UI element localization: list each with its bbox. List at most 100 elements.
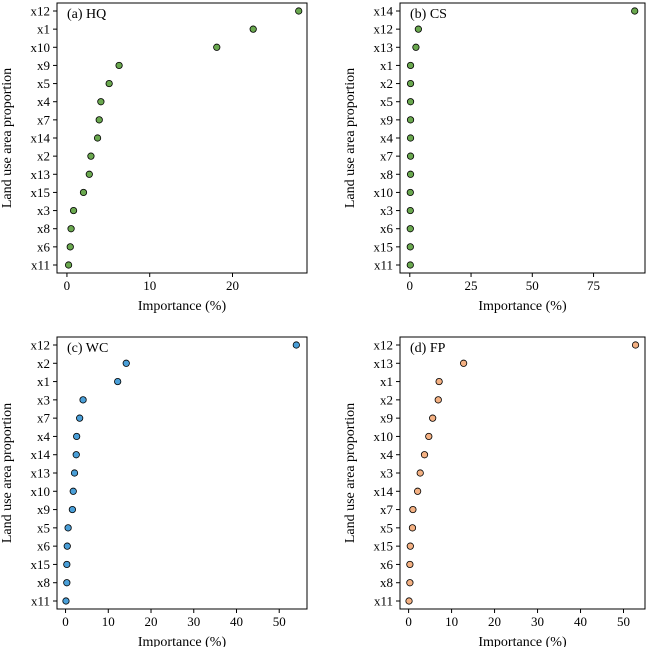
- data-point-x8: [63, 579, 71, 587]
- data-point-x12: [292, 341, 300, 349]
- panel-2: (c) WC x12 x2 x1 x3 x7 x4 x14 x13 x10 x9 x5 x6 x15 x8 x…: [0, 336, 308, 647]
- data-point-x12: [295, 7, 303, 15]
- x-tick-label: 10: [102, 614, 115, 629]
- y-tick-label: x9: [380, 411, 393, 426]
- data-point-x2: [122, 359, 130, 367]
- x-tick-label: 25: [465, 278, 478, 293]
- y-tick-label: x12: [31, 338, 51, 353]
- y-tick-label: x10: [374, 429, 394, 444]
- y-tick-label: x9: [37, 58, 50, 73]
- y-tick-label: x8: [37, 575, 50, 590]
- data-point-x12: [414, 25, 422, 33]
- data-point-x1: [406, 61, 415, 70]
- data-point-x5: [64, 524, 72, 532]
- data-point-x5: [105, 79, 113, 88]
- y-tick-label: x14: [374, 484, 394, 499]
- data-point-x11: [405, 597, 413, 605]
- y-tick-label: x4: [380, 131, 394, 146]
- data-point-x14: [631, 7, 639, 15]
- y-tick-label: x14: [374, 4, 394, 19]
- data-point-x2: [434, 396, 442, 404]
- data-point-x3: [416, 469, 424, 477]
- panel-0: (a) HQ x12 x1 x10 x9 x5 x4 x7 x14 x2 x13 x15 x3 x8 x6 x…: [0, 2, 308, 314]
- x-tick-label: 40: [574, 614, 587, 629]
- x-tick-label: 0: [64, 278, 71, 293]
- y-tick-label: x7: [380, 149, 394, 164]
- x-axis-label: Importance (%): [478, 299, 567, 314]
- y-tick-label: x15: [31, 185, 51, 200]
- data-point-x13: [460, 359, 468, 367]
- data-point-x7: [95, 116, 103, 124]
- y-tick-label: x9: [37, 502, 50, 517]
- y-tick-label: x7: [37, 411, 51, 426]
- y-axis-label: Land use area proportion: [0, 403, 15, 543]
- y-tick-label: x8: [380, 167, 393, 182]
- data-point-x14: [72, 451, 80, 459]
- y-axis-label: Land use area proportion: [343, 68, 358, 208]
- y-tick-label: x7: [37, 112, 51, 127]
- x-axis-label: Importance (%): [138, 635, 227, 647]
- x-tick-label: 40: [230, 614, 243, 629]
- y-tick-label: x1: [37, 22, 50, 37]
- y-tick-label: x3: [37, 203, 50, 218]
- data-point-x4: [406, 134, 415, 142]
- y-tick-label: x5: [37, 76, 50, 91]
- data-point-x11: [62, 597, 70, 605]
- data-point-x9: [429, 414, 437, 422]
- y-tick-label: x4: [380, 447, 394, 462]
- y-tick-label: x1: [380, 374, 393, 389]
- y-tick-label: x6: [380, 557, 394, 572]
- y-tick-label: x3: [380, 203, 393, 218]
- x-tick-label: 30: [531, 614, 544, 629]
- x-tick-label: 10: [445, 614, 458, 629]
- x-tick-label: 0: [405, 614, 412, 629]
- panel-3: (d) FP x12 x13 x1 x2 x9 x10 x4 x3 x14 x7 x5 x15 x6 x8 x…: [343, 336, 646, 647]
- y-tick-label: x5: [380, 520, 393, 535]
- panel-title: (c) WC: [67, 341, 108, 356]
- data-point-x11: [64, 261, 73, 269]
- y-tick-label: x11: [374, 258, 393, 273]
- x-tick-label: 50: [273, 614, 286, 629]
- x-tick-label: 0: [62, 614, 69, 629]
- y-axis-label: Land use area proportion: [0, 68, 15, 208]
- x-tick-label: 30: [187, 614, 200, 629]
- panel-title: (a) HQ: [67, 7, 106, 22]
- x-tick-label: 50: [617, 614, 630, 629]
- data-point-x9: [406, 116, 415, 124]
- y-tick-label: x6: [37, 539, 51, 554]
- y-tick-label: x6: [380, 221, 394, 236]
- data-point-x15: [406, 542, 414, 550]
- y-tick-label: x9: [380, 112, 393, 127]
- y-tick-label: x6: [37, 239, 51, 254]
- data-point-x3: [79, 396, 87, 404]
- panel-1: (b) CS x14 x12 x13 x1 x2 x5 x9 x4 x7 x8 x10 x3 x6 x15 x…: [343, 2, 646, 314]
- y-tick-label: x3: [37, 392, 50, 407]
- x-tick-label: 20: [226, 278, 239, 293]
- y-tick-label: x12: [374, 338, 394, 353]
- y-tick-label: x13: [31, 466, 51, 481]
- data-point-x3: [69, 206, 78, 215]
- data-point-x7: [409, 505, 417, 514]
- panel-title: (b) CS: [410, 7, 447, 22]
- data-point-x10: [213, 43, 221, 51]
- y-tick-label: x15: [374, 539, 394, 554]
- y-tick-label: x4: [37, 429, 51, 444]
- y-tick-label: x1: [37, 374, 50, 389]
- data-point-x7: [406, 152, 415, 160]
- x-tick-label: 20: [488, 614, 501, 629]
- y-tick-label: x4: [37, 94, 51, 109]
- x-axis-label: Importance (%): [478, 635, 567, 647]
- data-point-x13: [85, 170, 93, 178]
- data-point-x1: [435, 377, 443, 386]
- y-tick-label: x14: [31, 447, 51, 462]
- y-tick-label: x15: [31, 557, 51, 572]
- data-point-x14: [414, 487, 422, 495]
- y-tick-label: x1: [380, 58, 393, 73]
- y-tick-label: x12: [31, 4, 51, 19]
- y-tick-label: x2: [37, 356, 50, 371]
- x-tick-label: 20: [145, 614, 158, 629]
- y-axis-label: Land use area proportion: [343, 403, 358, 543]
- data-point-x3: [406, 206, 414, 215]
- y-tick-label: x5: [37, 520, 50, 535]
